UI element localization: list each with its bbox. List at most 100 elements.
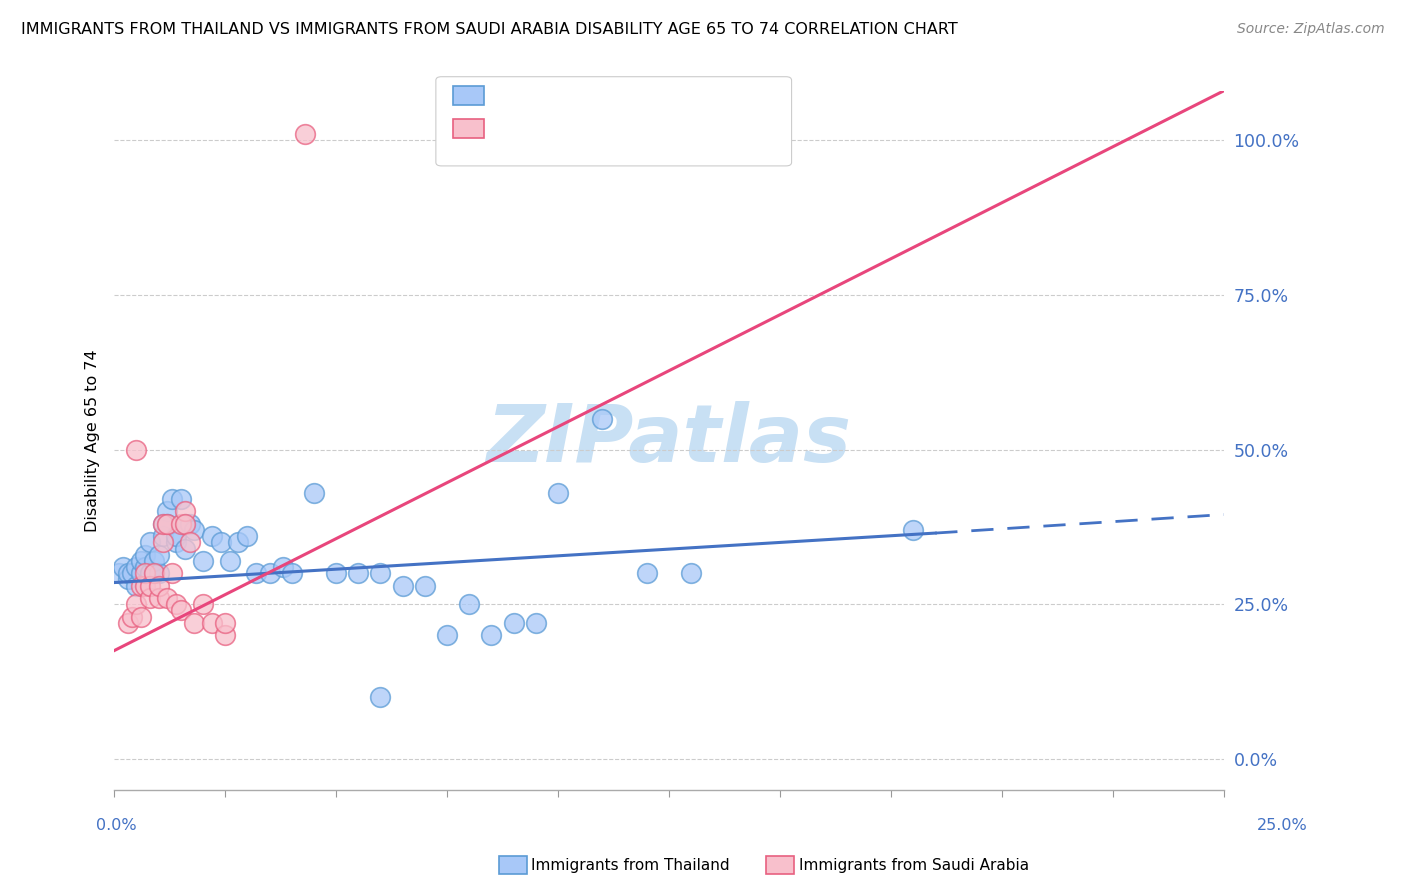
Point [191,554,214,568]
Point [183,615,205,630]
Point [138,566,160,581]
Point [160,566,183,581]
Point [129,579,152,593]
Point [214,628,236,642]
Point [174,504,197,518]
Point [214,615,236,630]
Point [148,591,170,605]
Point [165,597,187,611]
Text: R =: R = [492,120,531,137]
Point [107,566,129,581]
Text: 30: 30 [652,120,678,137]
Point [117,566,139,581]
Point [112,560,135,574]
Text: Immigrants from Saudi Arabia: Immigrants from Saudi Arabia [799,858,1029,872]
Point [901,523,924,537]
Point [134,566,156,581]
Point [134,548,156,562]
Text: 0.0%: 0.0% [96,818,136,832]
Point [547,486,569,500]
Point [174,516,197,531]
Point [436,628,458,642]
Point [152,535,174,549]
Text: Source: ZipAtlas.com: Source: ZipAtlas.com [1237,22,1385,37]
Point [125,560,148,574]
Text: N =: N = [610,120,650,137]
Text: 0.881: 0.881 [534,120,592,137]
Point [174,541,197,556]
Point [156,516,179,531]
Point [391,579,413,593]
Point [117,615,139,630]
Point [160,491,183,506]
Point [209,535,232,549]
Point [138,591,160,605]
Point [125,597,148,611]
Point [125,579,148,593]
Point [129,609,152,624]
Point [152,529,174,543]
Text: 25.0%: 25.0% [1257,818,1308,832]
Point [179,516,201,531]
Text: Immigrants from Thailand: Immigrants from Thailand [531,858,730,872]
Point [134,579,156,593]
Text: 0.235: 0.235 [534,87,591,104]
Point [191,597,214,611]
Point [143,566,166,581]
Y-axis label: Disability Age 65 to 74: Disability Age 65 to 74 [86,349,100,532]
Point [413,579,436,593]
Point [121,566,143,581]
Point [174,516,197,531]
Point [370,690,392,704]
Text: 56: 56 [652,87,678,104]
Point [201,615,224,630]
Point [121,609,143,624]
Point [143,566,166,581]
Point [156,591,179,605]
Point [138,535,160,549]
Point [156,516,179,531]
Point [481,628,503,642]
Text: N =: N = [610,87,650,104]
Point [218,554,240,568]
Point [134,560,156,574]
Point [156,504,179,518]
Text: R =: R = [492,87,531,104]
Point [170,603,193,617]
Point [524,615,547,630]
Point [591,411,613,425]
Point [280,566,302,581]
Point [636,566,658,581]
Point [148,566,170,581]
Point [129,554,152,568]
Point [183,523,205,537]
Point [370,566,392,581]
Point [236,529,259,543]
Point [294,127,316,141]
Point [143,554,166,568]
Point [165,535,187,549]
Point [259,566,281,581]
Point [681,566,703,581]
Point [325,566,347,581]
Point [228,535,250,549]
Text: IMMIGRANTS FROM THAILAND VS IMMIGRANTS FROM SAUDI ARABIA DISABILITY AGE 65 TO 74: IMMIGRANTS FROM THAILAND VS IMMIGRANTS F… [21,22,957,37]
Point [152,516,174,531]
Point [201,529,224,543]
Point [502,615,524,630]
Point [152,516,174,531]
Point [347,566,370,581]
Point [170,491,193,506]
Point [148,579,170,593]
Point [179,535,201,549]
Point [117,573,139,587]
Point [271,560,294,574]
Text: ZIPatlas: ZIPatlas [486,401,852,479]
Point [125,442,148,457]
Point [165,529,187,543]
Point [458,597,481,611]
Point [129,566,152,581]
Point [138,579,160,593]
Point [148,548,170,562]
Point [245,566,267,581]
